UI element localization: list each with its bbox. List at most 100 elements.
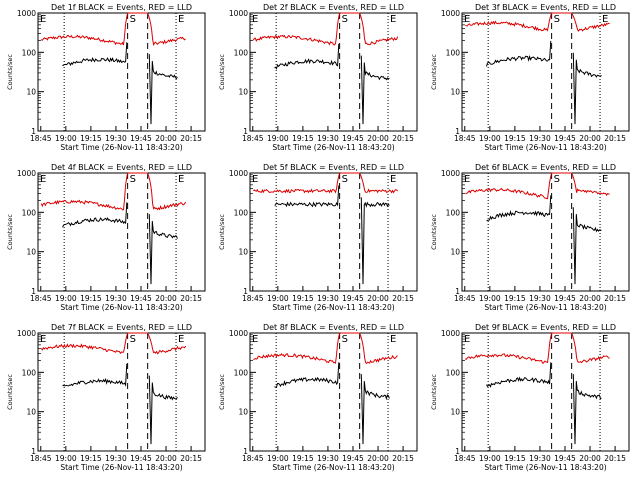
events-series-line-after-saa	[148, 54, 178, 125]
x-axis-label: Start Time (26-Nov-11 18:43:20)	[484, 143, 606, 152]
events-series-line	[274, 185, 340, 208]
x-tick-label: 19:15	[504, 454, 526, 463]
plot-frame	[461, 332, 630, 452]
y-tick-label: 10	[26, 248, 36, 257]
saa-marker-label: S	[554, 334, 560, 345]
panel-title: Det 6f BLACK = Events, RED = LLD	[475, 163, 616, 172]
y-tick-label: 10	[450, 248, 460, 257]
y-tick-label: 1000	[441, 169, 460, 178]
y-axis-label: Counts/sec	[218, 374, 226, 410]
x-tick-label: 20:00	[155, 134, 177, 143]
y-axis-label: Counts/sec	[6, 374, 14, 410]
panel-title: Det 5f BLACK = Events, RED = LLD	[263, 163, 404, 172]
y-tick-label: 100	[234, 368, 249, 377]
x-tick-label: 19:15	[80, 454, 102, 463]
detector-panel: Det 5f BLACK = Events, RED = LLD 1 10 100 10…	[218, 163, 418, 312]
x-tick-label: 20:15	[604, 454, 626, 463]
end-marker-label: E	[390, 334, 396, 345]
y-tick-label: 1	[455, 287, 460, 296]
x-tick-label: 18:45	[242, 454, 264, 463]
x-tick-label: 20:00	[367, 294, 389, 303]
x-tick-label: 20:00	[155, 454, 177, 463]
lld-series-line	[40, 332, 187, 355]
panel-title: Det 2f BLACK = Events, RED = LLD	[263, 3, 404, 12]
y-tick-label: 100	[446, 48, 461, 57]
x-tick-label: 18:45	[30, 454, 52, 463]
x-tick-label: 19:00	[267, 294, 289, 303]
plot-frame	[37, 172, 206, 292]
start-marker-label: E	[40, 334, 46, 345]
x-tick-label: 18:45	[242, 134, 264, 143]
x-tick-label: 19:30	[529, 134, 551, 143]
x-axis-label: Start Time (26-Nov-11 18:43:20)	[60, 143, 182, 152]
events-series-line-after-saa	[360, 55, 390, 125]
panel-title: Det 3f BLACK = Events, RED = LLD	[475, 3, 616, 12]
saa-marker-label: S	[130, 174, 136, 185]
y-tick-label: 1	[455, 127, 460, 136]
plot-frame	[249, 172, 418, 292]
x-tick-label: 20:15	[392, 134, 414, 143]
detector-panel: Det 8f BLACK = Events, RED = LLD 1 10 100 10…	[218, 323, 418, 472]
x-tick-label: 19:45	[130, 294, 152, 303]
x-tick-label: 20:15	[392, 294, 414, 303]
events-series-line-after-saa	[148, 375, 178, 445]
x-tick-label: 19:15	[80, 134, 102, 143]
events-series-line	[486, 362, 552, 388]
lld-series-line	[40, 172, 187, 211]
end-marker-label: E	[602, 174, 608, 185]
panel-title: Det 4f BLACK = Events, RED = LLD	[51, 163, 192, 172]
y-tick-label: 1000	[441, 329, 460, 338]
x-tick-label: 19:45	[554, 294, 576, 303]
y-tick-label: 10	[238, 88, 248, 97]
x-tick-label: 19:15	[292, 134, 314, 143]
end-marker-label: E	[390, 174, 396, 185]
x-tick-label: 19:30	[105, 294, 127, 303]
saa-marker-label: S	[554, 174, 560, 185]
lld-series-line	[40, 12, 186, 47]
x-tick-label: 19:15	[504, 134, 526, 143]
saa-marker-label: S	[342, 174, 348, 185]
saa-marker-label: S	[130, 14, 136, 25]
plot-frame	[37, 332, 206, 452]
y-tick-label: 1	[31, 287, 36, 296]
x-tick-label: 19:30	[529, 454, 551, 463]
x-axis-label: Start Time (26-Nov-11 18:43:20)	[60, 463, 182, 472]
y-tick-label: 1	[243, 447, 248, 456]
x-tick-label: 19:30	[105, 454, 127, 463]
x-tick-label: 19:45	[342, 294, 364, 303]
x-tick-label: 20:00	[579, 294, 601, 303]
events-series-line	[486, 40, 552, 67]
detector-panel: Det 1f BLACK = Events, RED = LLD 1 10 100 10…	[6, 3, 206, 152]
x-tick-label: 19:30	[317, 294, 339, 303]
events-series-line	[62, 202, 128, 228]
x-tick-label: 19:00	[55, 454, 77, 463]
events-series-line-after-saa	[148, 214, 178, 285]
lld-series-line	[465, 172, 610, 200]
x-tick-label: 18:45	[30, 134, 52, 143]
y-tick-label: 1000	[17, 9, 36, 18]
x-tick-label: 20:15	[180, 294, 202, 303]
x-tick-label: 20:15	[180, 134, 202, 143]
start-marker-label: E	[40, 174, 46, 185]
y-tick-label: 10	[450, 88, 460, 97]
detector-panel: Det 6f BLACK = Events, RED = LLD 1 10 100 10…	[430, 163, 630, 312]
y-tick-label: 10	[26, 88, 36, 97]
x-tick-label: 20:15	[604, 134, 626, 143]
x-tick-label: 19:15	[292, 294, 314, 303]
y-tick-label: 1000	[229, 9, 248, 18]
y-tick-label: 100	[22, 48, 37, 57]
end-marker-label: E	[390, 14, 396, 25]
plot-frame	[37, 12, 206, 132]
events-series-line	[62, 42, 128, 67]
events-series-line-after-saa	[572, 52, 602, 125]
y-tick-label: 1000	[17, 169, 36, 178]
y-tick-label: 100	[22, 208, 37, 217]
x-tick-label: 19:00	[479, 134, 501, 143]
y-axis-label: Counts/sec	[430, 54, 438, 90]
x-tick-label: 19:00	[55, 294, 77, 303]
events-series-line-after-saa	[360, 374, 390, 445]
y-tick-label: 100	[446, 208, 461, 217]
events-series-line	[486, 195, 552, 222]
y-axis-label: Counts/sec	[6, 214, 14, 250]
